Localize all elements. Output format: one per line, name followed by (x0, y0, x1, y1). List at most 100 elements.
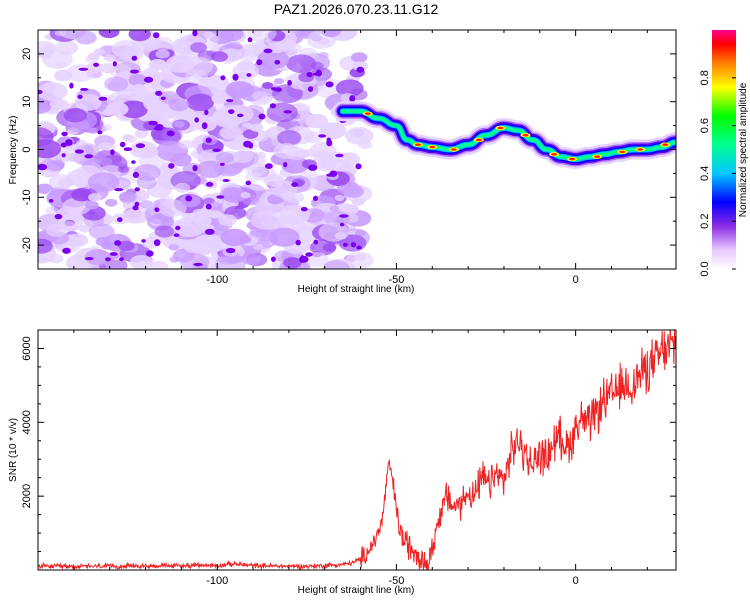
noise-blob (356, 66, 365, 73)
noise-blob (204, 109, 209, 116)
noise-blob (343, 204, 360, 215)
noise-blob (351, 197, 365, 206)
ridge-peak-core (619, 150, 626, 154)
noise-blob (258, 113, 266, 120)
noise-blob (336, 30, 358, 40)
snr-frame (37, 329, 677, 571)
colorbar-gradient (712, 30, 736, 269)
y-tick-label: 4000 (21, 410, 33, 434)
noise-blob (98, 142, 111, 150)
noise-blob (114, 240, 122, 246)
chart-title: PAZ1.2026.070.23.11.G12 (274, 1, 439, 17)
snr-series-line (38, 330, 676, 570)
ridge-peak-core (569, 157, 576, 161)
noise-blob (351, 52, 368, 63)
noise-blob (283, 42, 302, 54)
noise-blob (141, 239, 146, 243)
noise-blob (75, 30, 97, 45)
noise-blob (343, 242, 348, 247)
noise-blob (119, 257, 124, 262)
noise-blob (87, 172, 120, 193)
noise-blob (305, 252, 313, 257)
noise-blob (261, 82, 274, 89)
noise-blob (318, 222, 350, 242)
noise-blob (114, 188, 124, 192)
noise-blob (119, 141, 126, 148)
noise-blob (225, 99, 234, 103)
noise-blob (129, 69, 140, 74)
noise-blob (45, 159, 64, 171)
noise-blob (75, 139, 88, 147)
noise-blob (148, 120, 158, 126)
noise-blob (190, 42, 207, 53)
noise-blob (38, 238, 53, 254)
noise-blob (319, 122, 347, 140)
noise-blob (225, 81, 254, 99)
ridge-peak-core (475, 138, 482, 142)
noise-blob (277, 130, 302, 146)
noise-blob (283, 162, 288, 168)
noise-blob (256, 59, 263, 66)
colorbar-tick-label: 0.0 (699, 261, 711, 276)
noise-blob (131, 55, 138, 61)
noise-blob (97, 130, 103, 135)
colorbar: 0.0 0.2 0.4 0.6 0.8 Normalized spectral ampl… (699, 30, 749, 277)
noise-blob (128, 30, 151, 42)
noise-blob (299, 255, 309, 263)
ridge-peak-core (450, 148, 457, 151)
noise-blob (243, 140, 252, 148)
noise-blob (249, 123, 264, 132)
snr-panel: -100 -50 0 2000 4000 6000 Height of straight… (8, 329, 677, 596)
noise-blob (61, 221, 77, 231)
noise-blob (342, 184, 364, 198)
noise-blob (158, 199, 187, 218)
noise-blob (240, 192, 251, 199)
noise-blob (38, 139, 62, 159)
noise-blob (247, 37, 253, 43)
noise-blob (312, 72, 321, 76)
noise-blob (54, 69, 73, 82)
noise-blob (88, 193, 102, 202)
noise-blob (45, 206, 59, 215)
snr-x-axis: -100 -50 0 (37, 330, 648, 587)
noise-blob (237, 48, 252, 57)
noise-blob (134, 187, 140, 192)
noise-blob (123, 147, 132, 152)
noise-blob (62, 247, 71, 254)
noise-blob (166, 130, 175, 137)
noise-blob (269, 103, 276, 109)
noise-blob (140, 146, 159, 158)
noise-blob (151, 37, 174, 51)
noise-blob (349, 95, 356, 102)
spectrogram-x-label: Height of straight line (km) (298, 284, 415, 295)
noise-blob (205, 182, 214, 187)
colorbar-label: Normalized spectral amplitude (738, 82, 749, 217)
y-tick-label: 2000 (21, 484, 33, 508)
noise-blob (215, 152, 234, 164)
noise-blob (60, 142, 67, 148)
noise-blob (335, 153, 344, 158)
noise-blob (219, 125, 242, 140)
noise-blob (173, 120, 185, 128)
noise-blob (55, 40, 79, 55)
y-tick-label: 20 (21, 48, 33, 60)
noise-blob (270, 180, 298, 198)
noise-blob (350, 242, 357, 248)
noise-blob (160, 96, 166, 101)
noise-blob (355, 229, 366, 237)
noise-blob (168, 98, 190, 112)
noise-blob (84, 154, 94, 159)
frequency-ridge (332, 101, 676, 170)
y-tick-label: -20 (21, 237, 33, 253)
noise-blob (112, 61, 117, 67)
noise-blob (286, 54, 317, 73)
noise-blob (245, 180, 252, 186)
noise-blob (88, 127, 99, 134)
noise-blob (175, 225, 181, 231)
noise-blob (339, 222, 345, 227)
noise-blob (129, 255, 153, 269)
noise-blob (356, 245, 362, 250)
noise-blob (62, 197, 92, 216)
noise-blob (153, 239, 161, 247)
noise-blob (132, 171, 139, 178)
